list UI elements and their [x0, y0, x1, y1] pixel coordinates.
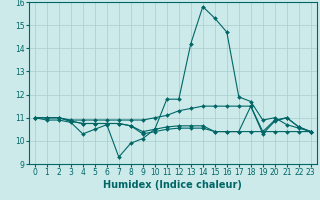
X-axis label: Humidex (Indice chaleur): Humidex (Indice chaleur): [103, 180, 242, 190]
